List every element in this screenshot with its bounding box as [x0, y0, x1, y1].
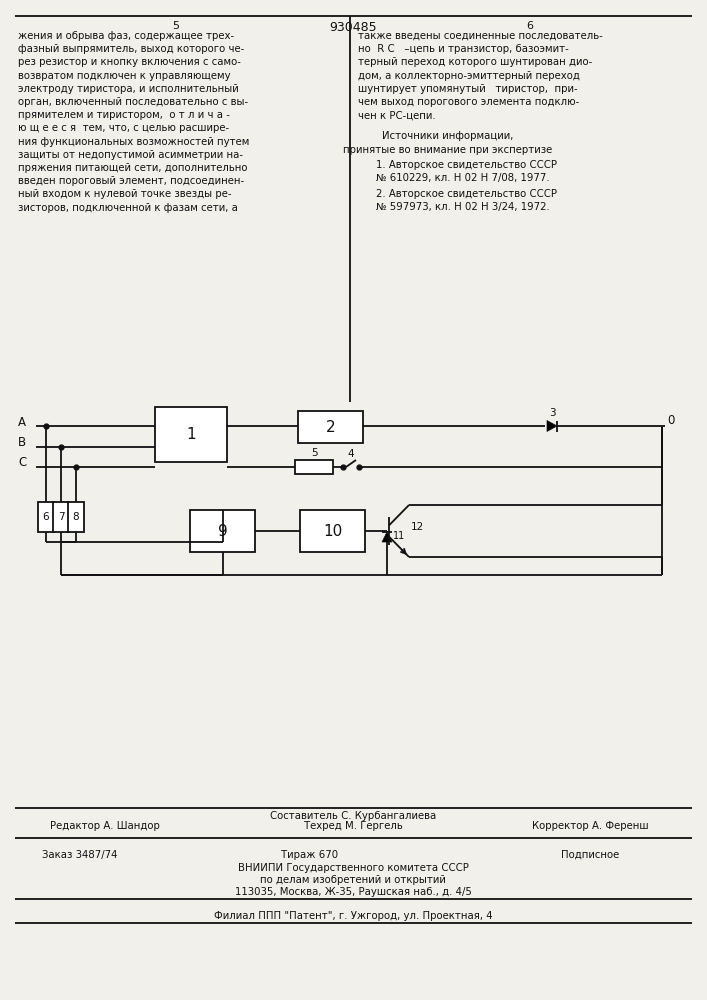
Bar — [155, 407, 227, 462]
Text: ный входом к нулевой точке звезды ре-: ный входом к нулевой точке звезды ре- — [18, 189, 231, 199]
Text: пряжения питающей сети, дополнительно: пряжения питающей сети, дополнительно — [18, 163, 247, 173]
Text: 4: 4 — [348, 449, 354, 459]
Text: Техред М. Гергель: Техред М. Гергель — [303, 821, 402, 831]
Text: Филиал ППП "Патент", г. Ужгород, ул. Проектная, 4: Филиал ППП "Патент", г. Ужгород, ул. Про… — [214, 911, 492, 921]
Text: A: A — [18, 416, 26, 428]
Text: фазный выпрямитель, выход которого че-: фазный выпрямитель, выход которого че- — [18, 44, 244, 54]
Text: В: В — [18, 436, 26, 450]
Text: Тираж 670: Тираж 670 — [281, 850, 339, 860]
Text: по делам изобретений и открытий: по делам изобретений и открытий — [260, 875, 446, 885]
Text: Подписное: Подписное — [561, 850, 619, 860]
Text: жения и обрыва фаз, содержащее трех-: жения и обрыва фаз, содержащее трех- — [18, 31, 234, 41]
Text: 9: 9 — [218, 524, 228, 538]
Text: Корректор А. Ференш: Корректор А. Ференш — [532, 821, 648, 831]
Text: ния функциональных возможностей путем: ния функциональных возможностей путем — [18, 137, 250, 147]
Text: шунтирует упомянутый   тиристор,  при-: шунтирует упомянутый тиристор, при- — [358, 84, 578, 94]
Text: рез резистор и кнопку включения с само-: рез резистор и кнопку включения с само- — [18, 57, 241, 67]
Text: № 597973, кл. Н 02 Н 3/24, 1972.: № 597973, кл. Н 02 Н 3/24, 1972. — [376, 202, 550, 212]
Text: Составитель С. Курбангалиева: Составитель С. Курбангалиева — [270, 811, 436, 821]
Text: 0: 0 — [667, 414, 674, 428]
Text: 3: 3 — [549, 408, 555, 418]
Bar — [38, 502, 54, 532]
Text: Редактор А. Шандор: Редактор А. Шандор — [50, 821, 160, 831]
Text: электроду тиристора, и исполнительный: электроду тиристора, и исполнительный — [18, 84, 239, 94]
Text: чем выход порогового элемента подклю-: чем выход порогового элемента подклю- — [358, 97, 579, 107]
Text: чен к РС-цепи.: чен к РС-цепи. — [358, 110, 436, 120]
Bar — [190, 510, 255, 552]
Text: 930485: 930485 — [329, 21, 377, 34]
Text: также введены соединенные последователь-: также введены соединенные последователь- — [358, 31, 603, 41]
Text: С: С — [18, 456, 26, 470]
Bar — [300, 510, 365, 552]
Text: 2: 2 — [326, 420, 335, 434]
Text: 1. Авторское свидетельство СССР: 1. Авторское свидетельство СССР — [376, 160, 557, 170]
Text: орган, включенный последовательно с вы-: орган, включенный последовательно с вы- — [18, 97, 248, 107]
Text: защиты от недопустимой асимметрии на-: защиты от недопустимой асимметрии на- — [18, 150, 243, 160]
Text: 113035, Москва, Ж-35, Раушская наб., д. 4/5: 113035, Москва, Ж-35, Раушская наб., д. … — [235, 887, 472, 897]
Text: 10: 10 — [323, 524, 342, 538]
Text: 5: 5 — [173, 21, 180, 31]
Text: введен пороговый элемент, подсоединен-: введен пороговый элемент, подсоединен- — [18, 176, 244, 186]
Text: 6: 6 — [527, 21, 534, 31]
Polygon shape — [547, 420, 557, 432]
Text: 12: 12 — [411, 522, 424, 532]
Bar — [68, 502, 84, 532]
Text: 1: 1 — [186, 427, 196, 442]
Text: 7: 7 — [58, 512, 64, 522]
Text: ю щ е е с я  тем, что, с целью расшире-: ю щ е е с я тем, что, с целью расшире- — [18, 123, 229, 133]
Bar — [298, 411, 363, 443]
Text: 2. Авторское свидетельство СССР: 2. Авторское свидетельство СССР — [376, 189, 557, 199]
Text: но  R C   –цепь и транзистор, базоэмит-: но R C –цепь и транзистор, базоэмит- — [358, 44, 568, 54]
Text: принятые во внимание при экспертизе: принятые во внимание при экспертизе — [344, 145, 553, 155]
Text: Источники информации,: Источники информации, — [382, 131, 514, 141]
Bar — [53, 502, 69, 532]
Text: дом, а коллекторно-эмиттерный переход: дом, а коллекторно-эмиттерный переход — [358, 71, 580, 81]
Text: возвратом подключен к управляющему: возвратом подключен к управляющему — [18, 71, 230, 81]
Text: зисторов, подключенной к фазам сети, а: зисторов, подключенной к фазам сети, а — [18, 203, 238, 213]
Text: 11: 11 — [393, 531, 405, 541]
Text: 5: 5 — [310, 448, 317, 458]
Polygon shape — [382, 532, 392, 542]
Text: терный переход которого шунтирован дио-: терный переход которого шунтирован дио- — [358, 57, 592, 67]
Text: прямителем и тиристором,  о т л и ч а -: прямителем и тиристором, о т л и ч а - — [18, 110, 230, 120]
Text: № 610229, кл. Н 02 Н 7/08, 1977.: № 610229, кл. Н 02 Н 7/08, 1977. — [376, 173, 549, 183]
Text: 8: 8 — [73, 512, 79, 522]
Text: Заказ 3487/74: Заказ 3487/74 — [42, 850, 118, 860]
Text: ВНИИПИ Государственного комитета СССР: ВНИИПИ Государственного комитета СССР — [238, 863, 469, 873]
Text: 6: 6 — [42, 512, 49, 522]
Bar — [295, 460, 333, 474]
